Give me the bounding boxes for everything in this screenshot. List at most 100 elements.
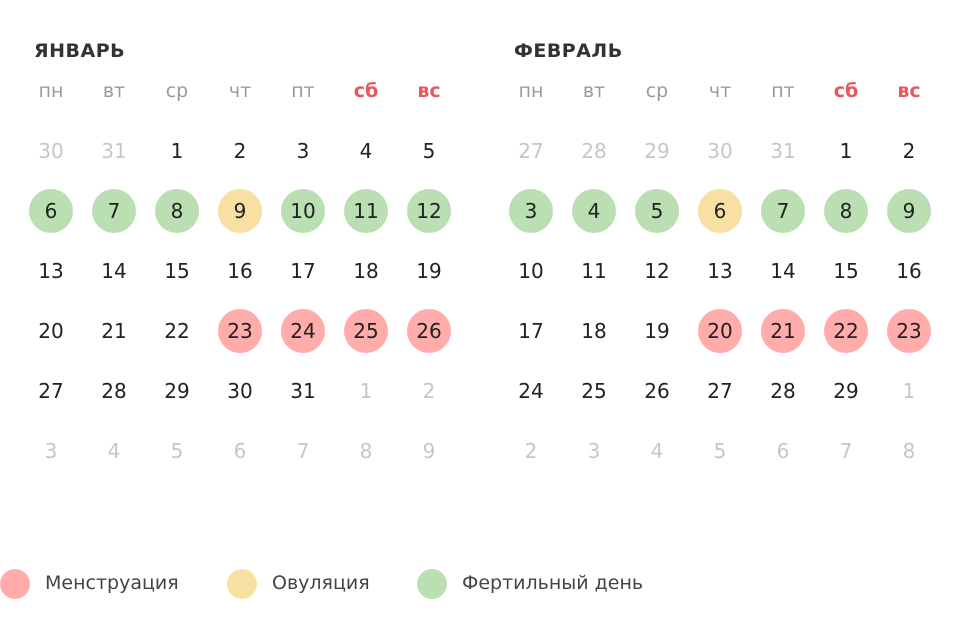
- day-cell[interactable]: 22: [824, 309, 868, 353]
- day-cell[interactable]: 5: [635, 189, 679, 233]
- day-cell[interactable]: 26: [407, 309, 451, 353]
- day-cell[interactable]: 2: [422, 379, 436, 403]
- day-cell[interactable]: 7: [761, 189, 805, 233]
- day-cell[interactable]: 4: [359, 139, 373, 163]
- day-cell[interactable]: 1: [170, 139, 184, 163]
- day-cell[interactable]: 27: [518, 139, 544, 163]
- day-cell[interactable]: 19: [644, 319, 670, 343]
- day-cell[interactable]: 6: [776, 439, 790, 463]
- day-cell[interactable]: 1: [839, 139, 853, 163]
- day-cell[interactable]: 18: [353, 259, 379, 283]
- day-cell[interactable]: 9: [422, 439, 436, 463]
- day-cell[interactable]: 26: [644, 379, 670, 403]
- day-cell[interactable]: 6: [698, 189, 742, 233]
- day-cell[interactable]: 24: [281, 309, 325, 353]
- day-cell[interactable]: 3: [509, 189, 553, 233]
- weekday-label: вт: [102, 80, 126, 102]
- day-cell[interactable]: 27: [707, 379, 733, 403]
- day-cell[interactable]: 8: [824, 189, 868, 233]
- day-cell[interactable]: 29: [833, 379, 859, 403]
- day-cell[interactable]: 14: [770, 259, 796, 283]
- day-cell[interactable]: 29: [644, 139, 670, 163]
- day-cell[interactable]: 31: [290, 379, 316, 403]
- day-cell[interactable]: 11: [344, 189, 388, 233]
- day-cell[interactable]: 8: [902, 439, 916, 463]
- day-cell[interactable]: 10: [518, 259, 544, 283]
- legend-label: Фертильный день: [462, 572, 644, 594]
- day-cell[interactable]: 20: [38, 319, 64, 343]
- day-cell[interactable]: 9: [887, 189, 931, 233]
- day-cell[interactable]: 2: [233, 139, 247, 163]
- day-cell[interactable]: 31: [101, 139, 127, 163]
- weekday-label: сб: [833, 80, 859, 102]
- day-cell[interactable]: 13: [707, 259, 733, 283]
- day-cell[interactable]: 4: [572, 189, 616, 233]
- day-cell[interactable]: 2: [524, 439, 538, 463]
- day-cell[interactable]: 7: [296, 439, 310, 463]
- day-cell[interactable]: 21: [101, 319, 127, 343]
- day-cell[interactable]: 8: [155, 189, 199, 233]
- day-cell[interactable]: 27: [38, 379, 64, 403]
- day-cell[interactable]: 20: [698, 309, 742, 353]
- day-cell[interactable]: 3: [44, 439, 58, 463]
- day-cell[interactable]: 15: [164, 259, 190, 283]
- day-cell[interactable]: 22: [164, 319, 190, 343]
- day-cell[interactable]: 8: [359, 439, 373, 463]
- day-cell[interactable]: 9: [218, 189, 262, 233]
- day-cell[interactable]: 4: [650, 439, 664, 463]
- day-cell[interactable]: 25: [581, 379, 607, 403]
- day-cell[interactable]: 28: [581, 139, 607, 163]
- day-cell[interactable]: 19: [416, 259, 442, 283]
- day-cell[interactable]: 10: [281, 189, 325, 233]
- day-cell[interactable]: 6: [29, 189, 73, 233]
- day-cell[interactable]: 15: [833, 259, 859, 283]
- day-cell[interactable]: 17: [290, 259, 316, 283]
- weekday-label: чт: [708, 80, 732, 102]
- day-cell[interactable]: 5: [713, 439, 727, 463]
- legend-swatch: [0, 569, 30, 599]
- day-cell[interactable]: 3: [296, 139, 310, 163]
- day-cell[interactable]: 28: [101, 379, 127, 403]
- day-cell[interactable]: 30: [227, 379, 253, 403]
- day-cell[interactable]: 7: [92, 189, 136, 233]
- weekday-label: ср: [165, 80, 189, 102]
- day-cell[interactable]: 30: [38, 139, 64, 163]
- weekday-label: пт: [771, 80, 795, 102]
- day-cell[interactable]: 23: [218, 309, 262, 353]
- day-cell[interactable]: 1: [902, 379, 916, 403]
- day-cell[interactable]: 3: [587, 439, 601, 463]
- day-cell[interactable]: 5: [170, 439, 184, 463]
- day-cell[interactable]: 17: [518, 319, 544, 343]
- weekday-label: ср: [645, 80, 669, 102]
- day-cell[interactable]: 7: [839, 439, 853, 463]
- day-cell[interactable]: 24: [518, 379, 544, 403]
- day-cell[interactable]: 18: [581, 319, 607, 343]
- day-cell[interactable]: 13: [38, 259, 64, 283]
- legend-label: Менструация: [45, 572, 179, 594]
- day-cell[interactable]: 28: [770, 379, 796, 403]
- day-cell[interactable]: 31: [770, 139, 796, 163]
- day-cell[interactable]: 16: [227, 259, 253, 283]
- weekday-label: чт: [228, 80, 252, 102]
- day-cell[interactable]: 4: [107, 439, 121, 463]
- day-cell[interactable]: 11: [581, 259, 607, 283]
- day-cell[interactable]: 16: [896, 259, 922, 283]
- day-cell[interactable]: 1: [359, 379, 373, 403]
- day-cell[interactable]: 29: [164, 379, 190, 403]
- day-cell[interactable]: 12: [407, 189, 451, 233]
- day-cell[interactable]: 5: [422, 139, 436, 163]
- day-cell[interactable]: 25: [344, 309, 388, 353]
- day-cell[interactable]: 2: [902, 139, 916, 163]
- weekday-label: сб: [353, 80, 379, 102]
- day-cell[interactable]: 12: [644, 259, 670, 283]
- month-title: ЯНВАРЬ: [34, 40, 126, 62]
- legend-swatch: [227, 569, 257, 599]
- weekday-label: вс: [417, 80, 441, 102]
- day-cell[interactable]: 21: [761, 309, 805, 353]
- weekday-label: пт: [291, 80, 315, 102]
- day-cell[interactable]: 23: [887, 309, 931, 353]
- day-cell[interactable]: 6: [233, 439, 247, 463]
- day-cell[interactable]: 30: [707, 139, 733, 163]
- day-cell[interactable]: 14: [101, 259, 127, 283]
